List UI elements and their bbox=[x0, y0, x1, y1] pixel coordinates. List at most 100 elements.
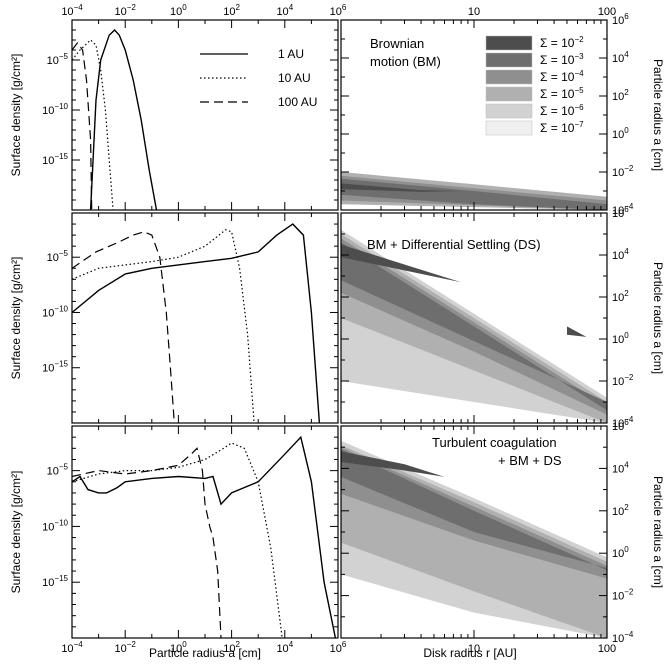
legend-level-label: Σ = 10−5 bbox=[540, 86, 584, 101]
right-y-tick-label: 10−4 bbox=[612, 202, 634, 217]
bands-group bbox=[341, 229, 607, 423]
annotation-turbulent-2: + BM + DS bbox=[498, 453, 562, 468]
series-line-1-au bbox=[72, 435, 337, 638]
left-y-axis-label: Surface density [g/cm²] bbox=[9, 471, 23, 594]
right-y-tick-label: 104 bbox=[612, 460, 629, 475]
legend-label: 100 AU bbox=[278, 95, 317, 109]
right-y-tick-label: 102 bbox=[612, 289, 629, 304]
legend-swatch bbox=[485, 69, 533, 85]
right-y-axis-label: Particle radius a [cm] bbox=[651, 262, 665, 374]
series-line-100-au bbox=[72, 42, 93, 210]
right-bottom-x-tick-label: 10 bbox=[468, 643, 480, 655]
y-tick-label: 10−15 bbox=[42, 152, 68, 167]
right-y-axis-label: Particle radius a [cm] bbox=[651, 59, 665, 171]
right-y-tick-label: 104 bbox=[612, 247, 629, 262]
contour-band-10-3 bbox=[341, 242, 607, 411]
right-y-tick-label: 100 bbox=[612, 545, 629, 560]
left-top-x-tick-label: 102 bbox=[223, 3, 240, 18]
contour-panel-2: 106 104 102 100 10−2 10−4 Particle radius a [c… bbox=[340, 205, 665, 430]
y-tick-label: 10−10 bbox=[42, 518, 68, 533]
left-x-axis-label: Particle radius a [cm] bbox=[149, 646, 261, 660]
right-y-tick-label: 10−2 bbox=[612, 373, 634, 388]
left-bottom-x-tick-label: 10−4 bbox=[61, 640, 83, 655]
right-top-x-tick-label: 10 bbox=[468, 6, 480, 18]
right-y-tick-label: 100 bbox=[612, 331, 629, 346]
contour-band-10-2 bbox=[341, 244, 462, 283]
bands-group bbox=[341, 440, 607, 638]
left-bottom-x-tick-label: 104 bbox=[276, 640, 293, 655]
right-y-tick-label: 106 bbox=[612, 418, 629, 433]
annotation-differential-settling: BM + Differential Settling (DS) bbox=[367, 237, 541, 252]
contour-band-10-2 bbox=[341, 451, 445, 477]
right-y-tick-label: 102 bbox=[612, 88, 629, 103]
legend-swatch bbox=[485, 52, 533, 68]
annotation-turbulent: Turbulent coagulation bbox=[432, 435, 557, 450]
right-y-tick-label: 10−2 bbox=[612, 164, 634, 179]
right-y-tick-label: 100 bbox=[612, 126, 629, 141]
right-y-tick-label: 102 bbox=[612, 503, 629, 518]
left-top-x-tick-label: 10−2 bbox=[115, 3, 137, 18]
left-bottom-x-tick-label: 100 bbox=[170, 640, 187, 655]
left-y-axis-label: Surface density [g/cm²] bbox=[9, 257, 23, 380]
y-tick-label: 10−10 bbox=[42, 102, 68, 117]
y-tick-label: 10−5 bbox=[47, 52, 69, 67]
left-top-x-tick-label: 100 bbox=[170, 3, 187, 18]
axes-text: 10−4 10−4 10−2 10−2 100 100 102 102 104 104 106 106… bbox=[61, 3, 616, 655]
right-y-tick-label: 10−4 bbox=[612, 415, 634, 430]
legend-swatch bbox=[485, 86, 533, 102]
panel-frame bbox=[71, 425, 339, 639]
legend-level-label: Σ = 10−3 bbox=[540, 52, 584, 67]
y-tick-label: 10−15 bbox=[42, 360, 68, 375]
right-y-tick-label: 104 bbox=[612, 50, 629, 65]
contour-panel-1: 106 104 102 100 10−2 10−4 Particle radius a [c… bbox=[340, 12, 665, 217]
right-y-tick-label: 106 bbox=[612, 205, 629, 220]
line-panel-3: 10−5 10−10 10−15 Surface density [g/cm²] bbox=[9, 425, 339, 639]
legend-swatch bbox=[485, 103, 533, 119]
bands-group bbox=[341, 172, 607, 210]
legend-level-label: Σ = 10−6 bbox=[540, 103, 584, 118]
left-legend: 1 AU 10 AU 100 AU bbox=[200, 47, 317, 109]
legend-swatch bbox=[485, 35, 533, 51]
series-line-1-au bbox=[89, 28, 158, 210]
legend-level-label: Σ = 10−4 bbox=[540, 69, 584, 84]
series-line-100-au bbox=[72, 447, 222, 638]
y-tick-label: 10−15 bbox=[42, 574, 68, 589]
line-panel-1: 10−5 10−10 10−15 Surface density [g/cm²] bbox=[9, 19, 339, 211]
legend-label: 10 AU bbox=[278, 71, 311, 85]
left-y-axis-label: Surface density [g/cm²] bbox=[9, 54, 23, 177]
contour-panel-3: 106 104 102 100 10−2 10−4 Particle radius a [c… bbox=[340, 418, 665, 645]
legend-level-label: Σ = 10−7 bbox=[540, 120, 584, 135]
series-line-1-au bbox=[72, 223, 321, 423]
left-top-x-tick-label: 106 bbox=[330, 3, 347, 18]
right-y-axis-label: Particle radius a [cm] bbox=[651, 476, 665, 588]
series-group bbox=[72, 223, 321, 423]
y-tick-label: 10−5 bbox=[47, 463, 69, 478]
contour-legend: Σ = 10−2 Σ = 10−3 Σ = 10−4 Σ = 10−5 Σ = 10−6… bbox=[485, 35, 584, 136]
right-panels: 106 104 102 100 10−2 10−4 Particle radius a [c… bbox=[340, 12, 665, 645]
right-top-x-tick-label: 100 bbox=[598, 6, 616, 18]
left-bottom-x-tick-label: 102 bbox=[223, 640, 240, 655]
contour-band-10-2 bbox=[341, 183, 462, 192]
left-top-x-tick-label: 10−4 bbox=[61, 3, 83, 18]
right-y-tick-label: 10−4 bbox=[612, 630, 634, 645]
y-tick-label: 10−10 bbox=[42, 304, 68, 319]
line-panel-2: 10−5 10−10 10−15 Surface density [g/cm²] bbox=[9, 212, 339, 424]
right-y-tick-label: 106 bbox=[612, 12, 629, 27]
annotation-brownian-2: motion (BM) bbox=[370, 54, 441, 69]
annotation-brownian: Brownian bbox=[370, 36, 424, 51]
right-x-axis-label: Disk radius r [AU] bbox=[423, 646, 516, 660]
legend-level-label: Σ = 10−2 bbox=[540, 35, 584, 50]
left-bottom-x-tick-label: 106 bbox=[330, 640, 347, 655]
series-group bbox=[72, 435, 337, 638]
series-line-10-au bbox=[72, 442, 283, 638]
right-y-tick-label: 10−2 bbox=[612, 588, 634, 603]
contour-band-10-3 bbox=[341, 178, 607, 210]
series-line-100-au bbox=[72, 231, 175, 423]
right-bottom-x-tick-label: 100 bbox=[598, 643, 616, 655]
left-bottom-x-tick-label: 10−2 bbox=[115, 640, 137, 655]
legend-label: 1 AU bbox=[278, 47, 304, 61]
legend-swatch bbox=[485, 120, 533, 136]
left-top-x-tick-label: 104 bbox=[276, 3, 293, 18]
